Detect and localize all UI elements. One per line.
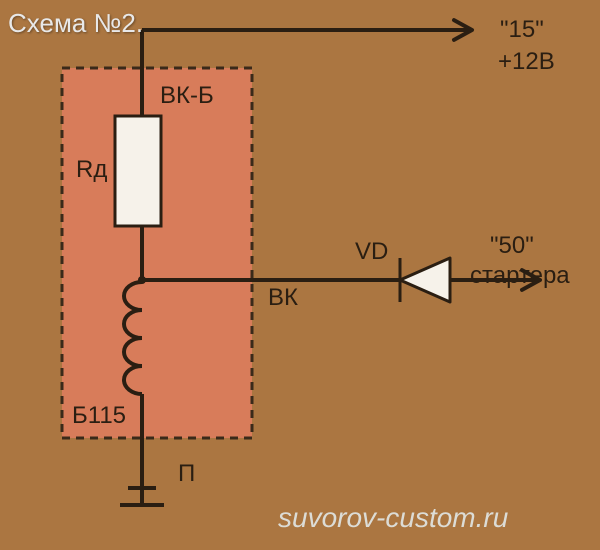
out50-label: "50" [490, 232, 534, 260]
p-label: П [178, 460, 195, 488]
watermark-label: suvorov-custom.ru [278, 502, 508, 534]
rd-label: Rд [76, 156, 107, 184]
b115-label: Б115 [72, 402, 126, 430]
bk-b-label: ВК-Б [160, 82, 214, 110]
plus12-label: +12В [498, 48, 555, 76]
vd-label: VD [355, 238, 388, 266]
out15-label: "15" [500, 16, 544, 44]
bk-label: ВК [268, 284, 298, 312]
title-label: Схема №2. [8, 8, 143, 39]
schematic-canvas: Схема №2. ВК-Б Rд ВК VD "15" +12В "50" с… [0, 0, 600, 550]
starter-label: стартера [470, 262, 570, 290]
